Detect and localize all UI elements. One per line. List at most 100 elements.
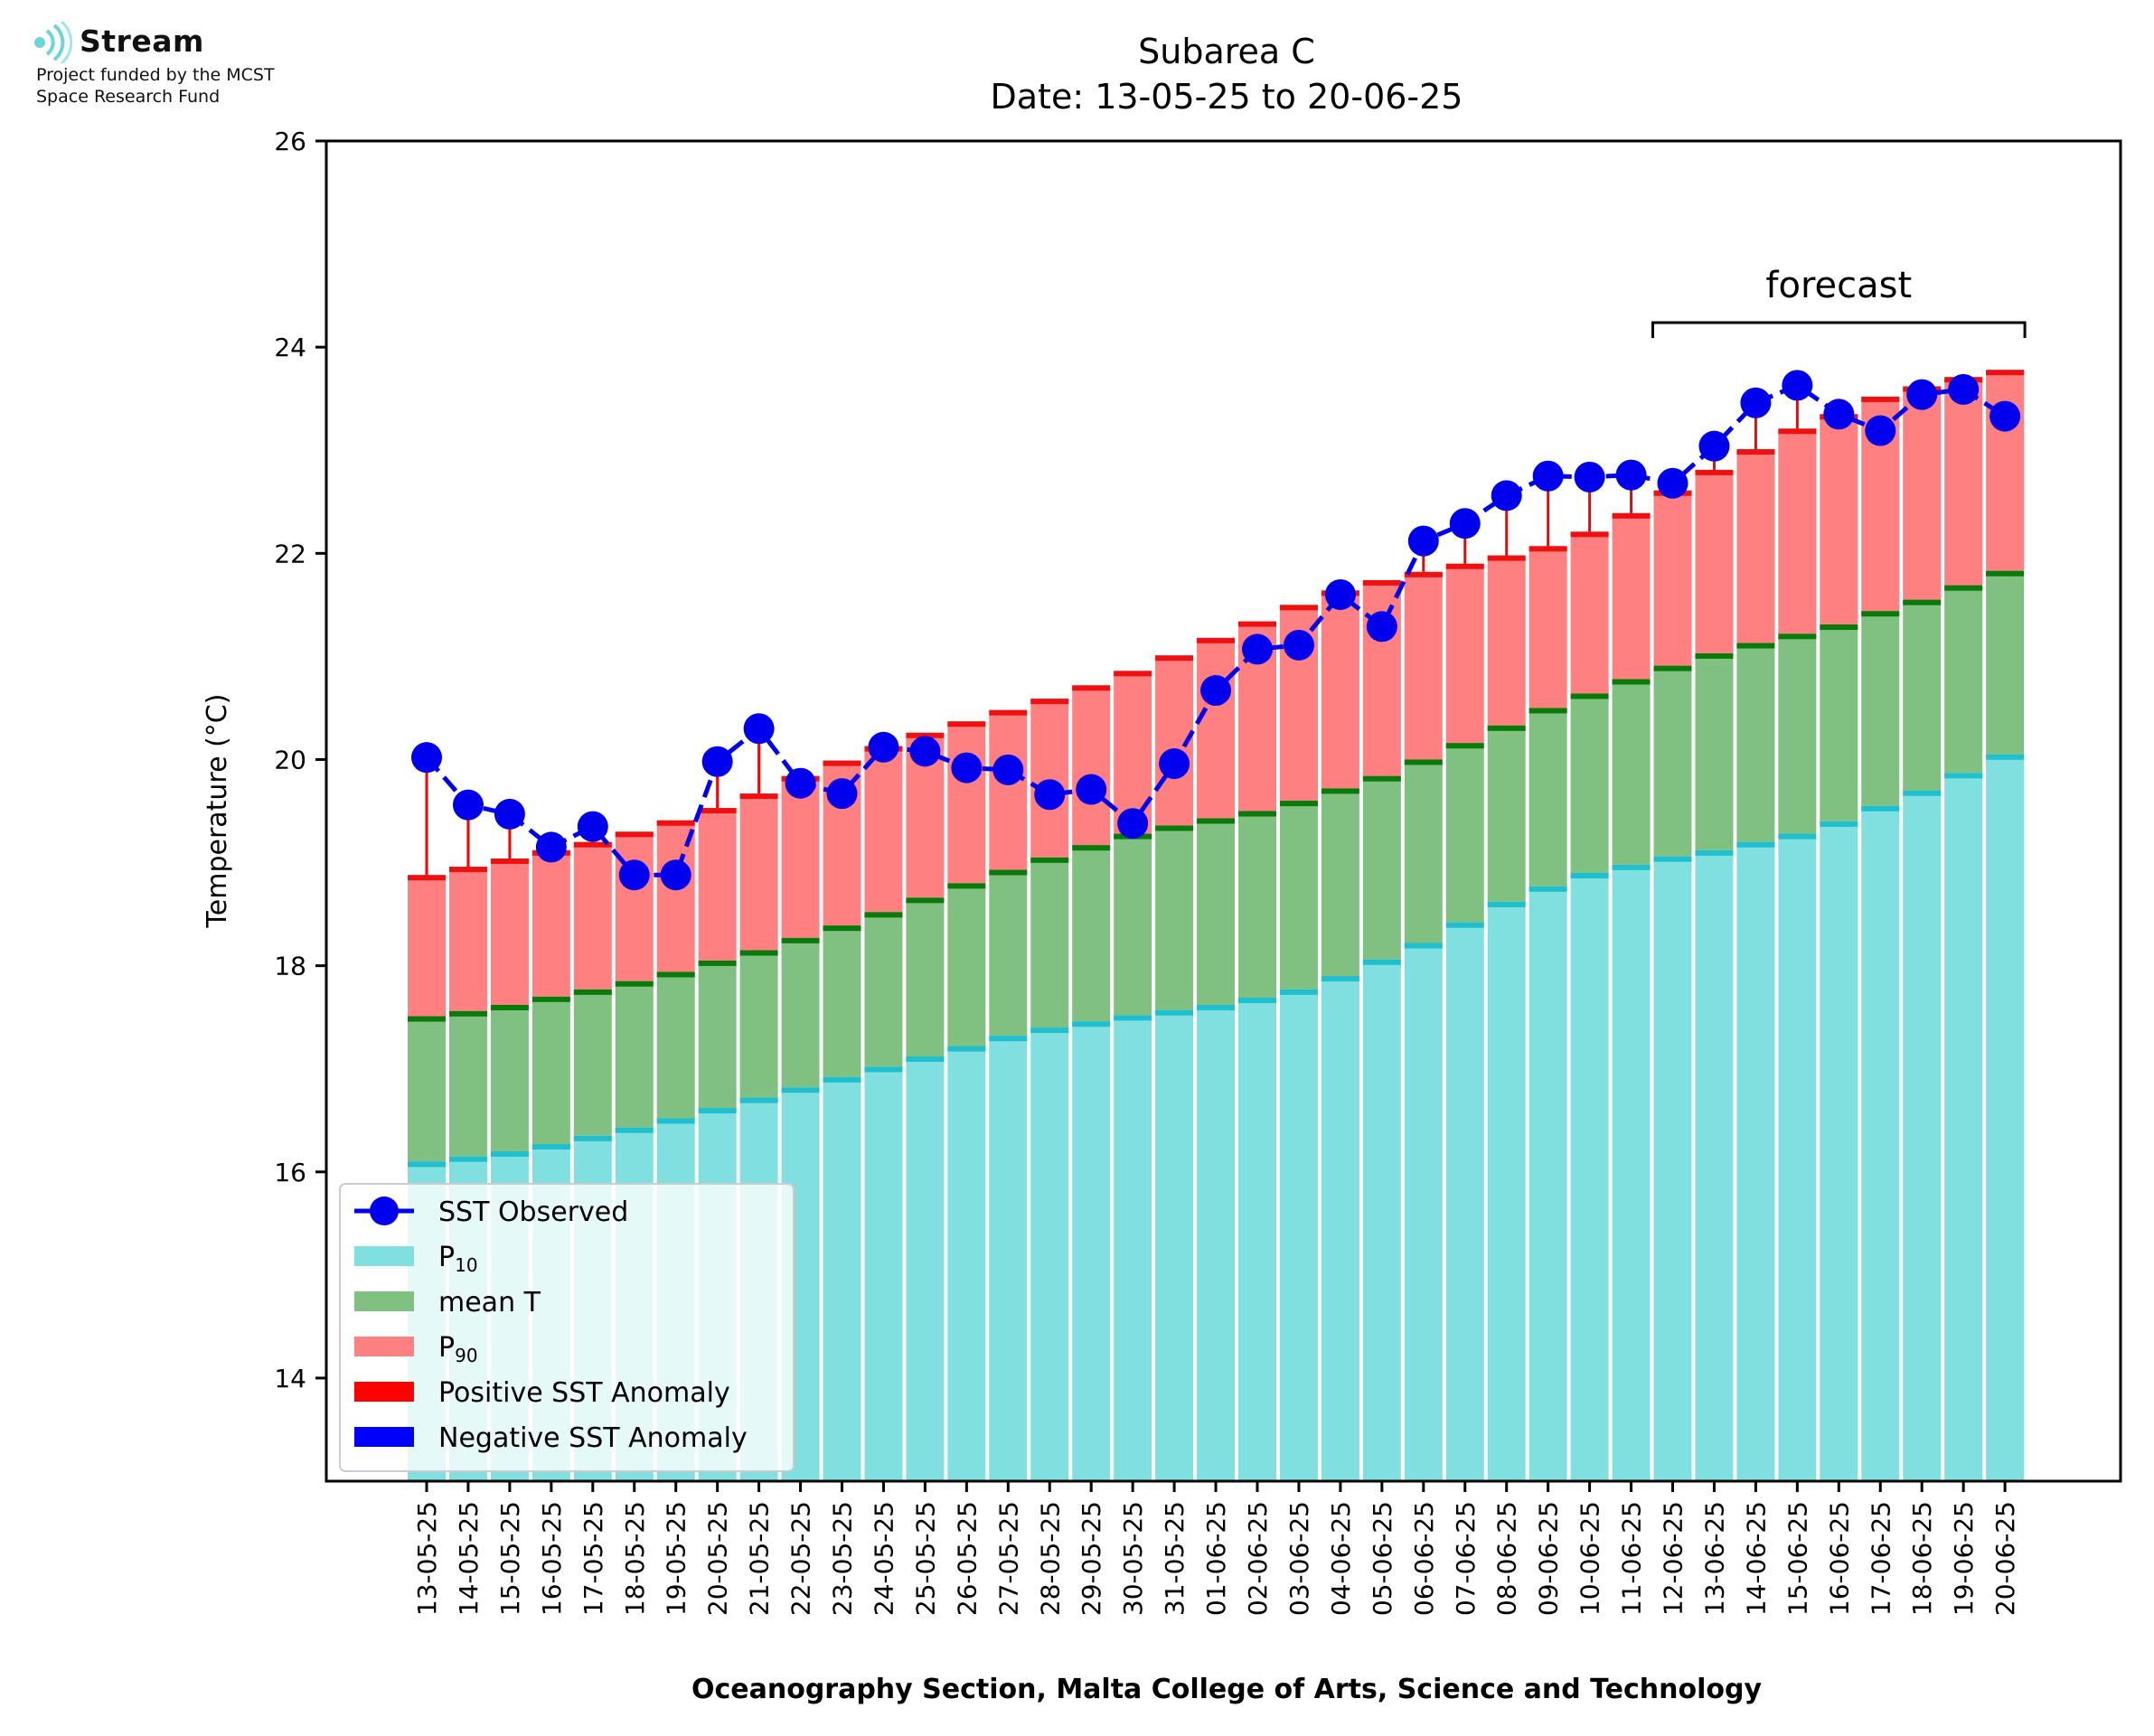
- p10-cap: [1030, 1028, 1069, 1034]
- x-tick-label: 18-05-25: [620, 1501, 650, 1616]
- p10-cap: [531, 1143, 570, 1150]
- y-tick-label: 20: [274, 745, 306, 774]
- p10-cap: [448, 1156, 487, 1162]
- observed-point: [1324, 578, 1356, 610]
- legend-label: mean T: [438, 1287, 541, 1318]
- p10-cap: [1321, 976, 1359, 982]
- p90-bar: [448, 867, 487, 1011]
- p90-cap: [1362, 579, 1401, 586]
- p90-cap: [1695, 469, 1734, 475]
- mean-cap: [1238, 811, 1276, 817]
- p10-cap: [1695, 849, 1734, 856]
- p10-bar: [1072, 1021, 1111, 1481]
- observed-point: [535, 831, 567, 863]
- x-tick-label: 25-05-25: [910, 1501, 940, 1616]
- mean-bar: [1404, 759, 1443, 943]
- x-tick-label: 04-06-25: [1326, 1501, 1356, 1616]
- observed-point: [1740, 387, 1772, 418]
- x-tick-label: 11-06-25: [1617, 1501, 1647, 1616]
- p10-cap: [1986, 754, 2025, 760]
- x-tick-label: 07-06-25: [1451, 1501, 1481, 1616]
- p90-bar: [698, 808, 737, 961]
- mean-cap: [1695, 652, 1734, 659]
- mean-bar: [1778, 633, 1817, 834]
- x-axis-label: Oceanography Section, Malta College of A…: [691, 1674, 1763, 1705]
- p90-cap: [1736, 449, 1775, 455]
- p10-bar: [1820, 821, 1858, 1481]
- p10-bar: [1030, 1028, 1069, 1481]
- x-tick-label: 09-06-25: [1534, 1501, 1564, 1616]
- p10-bar: [1695, 849, 1734, 1481]
- chart-subtitle: Date: 13-05-25 to 20-06-25: [991, 77, 1463, 117]
- legend-patch-swatch: [354, 1427, 414, 1447]
- legend-patch-swatch: [354, 1291, 414, 1311]
- observed-point: [826, 778, 858, 810]
- mean-cap: [1944, 585, 1983, 591]
- p10-bar: [1653, 856, 1692, 1481]
- observed-point: [1948, 373, 1980, 405]
- p10-cap: [490, 1150, 529, 1157]
- mean-cap: [947, 883, 986, 889]
- x-tick-label: 21-05-25: [745, 1501, 775, 1616]
- y-tick-label: 16: [274, 1158, 306, 1187]
- p90-bar: [490, 858, 529, 1005]
- mean-cap: [739, 950, 778, 956]
- observed-point: [1034, 779, 1066, 811]
- x-tick-label: 27-05-25: [993, 1501, 1023, 1616]
- bars-layer: [408, 370, 2025, 1481]
- p10-cap: [739, 1097, 778, 1103]
- p10-cap: [1404, 943, 1443, 949]
- p90-bar: [1778, 428, 1817, 634]
- p90-bar: [1736, 449, 1775, 643]
- mean-cap: [1487, 725, 1526, 731]
- mean-cap: [1986, 570, 2025, 577]
- x-tick-label: 08-06-25: [1492, 1501, 1522, 1616]
- mean-bar: [1030, 857, 1069, 1028]
- p10-cap: [573, 1135, 612, 1141]
- x-tick-label: 15-06-25: [1782, 1501, 1812, 1616]
- forecast-label: forecast: [1765, 265, 1912, 306]
- observed-point: [1076, 774, 1107, 805]
- p90-cap: [615, 831, 654, 838]
- x-tick-label: 24-05-25: [869, 1501, 898, 1616]
- mean-cap: [1321, 788, 1359, 794]
- mean-bar: [906, 897, 945, 1057]
- observed-point: [1615, 459, 1647, 491]
- legend-label-subscript: 90: [455, 1345, 477, 1366]
- mean-bar: [947, 883, 986, 1046]
- x-tick-label: 20-05-25: [703, 1501, 733, 1616]
- legend-label: SST Observed: [438, 1196, 628, 1228]
- x-tick-label: 16-06-25: [1824, 1501, 1854, 1616]
- mean-bar: [1528, 708, 1567, 887]
- observed-point: [1574, 461, 1605, 493]
- observed-point: [1242, 633, 1273, 665]
- p10-bar: [823, 1076, 861, 1481]
- p10-bar: [906, 1056, 945, 1481]
- mean-bar: [1944, 585, 1983, 774]
- mean-cap: [906, 897, 945, 904]
- x-axis: 13-05-25 14-05-25 15-05-25 16-05-25 17-05-25…: [412, 1481, 2020, 1616]
- observed-point: [494, 798, 525, 830]
- legend-label: Positive SST Anomaly: [438, 1377, 730, 1409]
- observed-point: [660, 859, 691, 891]
- p90-cap: [1487, 555, 1526, 561]
- p10-cap: [1653, 856, 1692, 862]
- x-tick-label: 17-05-25: [578, 1501, 608, 1616]
- p10-cap: [656, 1118, 695, 1124]
- p10-cap: [1238, 997, 1276, 1003]
- p90-cap: [1279, 605, 1318, 611]
- p10-bar: [1362, 959, 1401, 1481]
- x-tick-label: 05-06-25: [1368, 1501, 1397, 1616]
- observed-point: [452, 789, 484, 821]
- p10-cap: [781, 1087, 820, 1093]
- mean-bar: [1986, 570, 2025, 755]
- p90-bar: [781, 775, 820, 938]
- x-tick-label: 01-06-25: [1201, 1501, 1231, 1616]
- mean-bar: [1736, 643, 1775, 842]
- observed-point: [1159, 748, 1190, 780]
- p10-cap: [1362, 959, 1401, 965]
- mean-cap: [1653, 665, 1692, 671]
- p90-bar: [1986, 370, 2025, 571]
- p10-bar: [1487, 901, 1526, 1481]
- p90-cap: [1114, 671, 1152, 677]
